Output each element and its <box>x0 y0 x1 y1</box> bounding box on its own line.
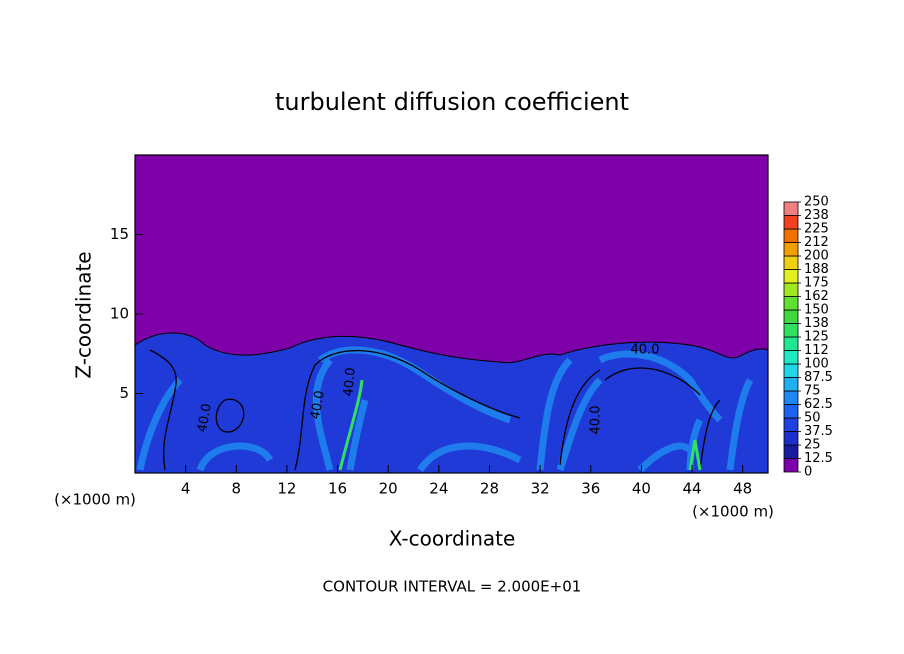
colorbar-box <box>783 458 799 473</box>
colorbar-label: 225 <box>804 222 829 237</box>
colorbar-box <box>783 228 799 243</box>
footer-note: CONTOUR INTERVAL = 2.000E+01 <box>323 578 582 596</box>
x-tick-label: 44 <box>682 480 701 498</box>
y-tick-label: 5 <box>119 384 129 402</box>
colorbar-label: 37.5 <box>804 424 833 439</box>
plume <box>136 346 754 473</box>
colorbar-label: 238 <box>804 208 829 223</box>
colorbar-label: 75 <box>804 384 821 399</box>
colorbar-box <box>783 296 799 311</box>
x-tick-label: 8 <box>232 480 242 498</box>
colorbar-box <box>783 444 799 459</box>
x-tick-label: 24 <box>429 480 448 498</box>
x-tick-label: 36 <box>581 480 600 498</box>
turbulent-region <box>134 332 769 474</box>
colorbar-label: 250 <box>804 195 829 210</box>
colorbar-box <box>783 404 799 419</box>
x-tick-label: 48 <box>733 480 752 498</box>
plume-core <box>338 379 702 471</box>
x-tick-label: 16 <box>328 480 347 498</box>
x-tick-label: 40 <box>632 480 651 498</box>
colorbar-box <box>783 269 799 284</box>
colorbar-box <box>783 431 799 446</box>
contour-label: 40.0 <box>631 343 660 358</box>
colorbar-box <box>783 255 799 270</box>
colorbar-label: 150 <box>804 303 829 318</box>
colorbar-label: 125 <box>804 330 829 345</box>
y-tick-label: 15 <box>110 225 129 243</box>
colorbar-box <box>783 377 799 392</box>
x-axis-label: X-coordinate <box>389 527 516 551</box>
chart-title: turbulent diffusion coefficient <box>275 88 629 116</box>
contour-label: 40.0 <box>195 402 215 433</box>
colorbar-box <box>783 363 799 378</box>
x-tick-label: 4 <box>181 480 191 498</box>
colorbar-label: 62.5 <box>804 397 833 412</box>
colorbar-box <box>783 282 799 297</box>
colorbar-label: 25 <box>804 438 821 453</box>
contour-label: 40.0 <box>308 389 328 420</box>
colorbar-label: 188 <box>804 262 829 277</box>
colorbar-box <box>783 417 799 432</box>
colorbar-label: 112 <box>804 343 829 358</box>
colorbar-label: 87.5 <box>804 370 833 385</box>
colorbar-label: 138 <box>804 316 829 331</box>
x-unit-label: (×1000 m) <box>54 491 136 509</box>
colorbar-box <box>783 323 799 338</box>
x-tick-label: 32 <box>531 480 550 498</box>
colorbar-label: 212 <box>804 235 829 250</box>
field <box>134 155 769 474</box>
x-unit-label: (×1000 m) <box>692 503 774 521</box>
y-axis-label: Z-coordinate <box>72 251 96 378</box>
colorbar-box <box>783 390 799 405</box>
contour-label: 40.0 <box>341 367 358 397</box>
colorbar-box <box>783 309 799 324</box>
y-tick-label: 10 <box>110 305 129 323</box>
contour-line <box>149 349 721 471</box>
colorbar-label: 0 <box>804 465 812 480</box>
colorbar-label: 175 <box>804 276 829 291</box>
colorbar-box <box>783 201 799 216</box>
colorbar-box <box>783 350 799 365</box>
x-tick-label: 12 <box>277 480 296 498</box>
contour-label: 40.0 <box>589 406 604 435</box>
colorbar-label: 50 <box>804 411 821 426</box>
colorbar-label: 12.5 <box>804 451 833 466</box>
colorbar-label: 100 <box>804 357 829 372</box>
colorbar-label: 200 <box>804 249 829 264</box>
colorbar-box <box>783 242 799 257</box>
x-tick-label: 20 <box>379 480 398 498</box>
colorbar-box <box>783 215 799 230</box>
colorbar-box <box>783 336 799 351</box>
x-tick-label: 28 <box>480 480 499 498</box>
colorbar-label: 162 <box>804 289 829 304</box>
